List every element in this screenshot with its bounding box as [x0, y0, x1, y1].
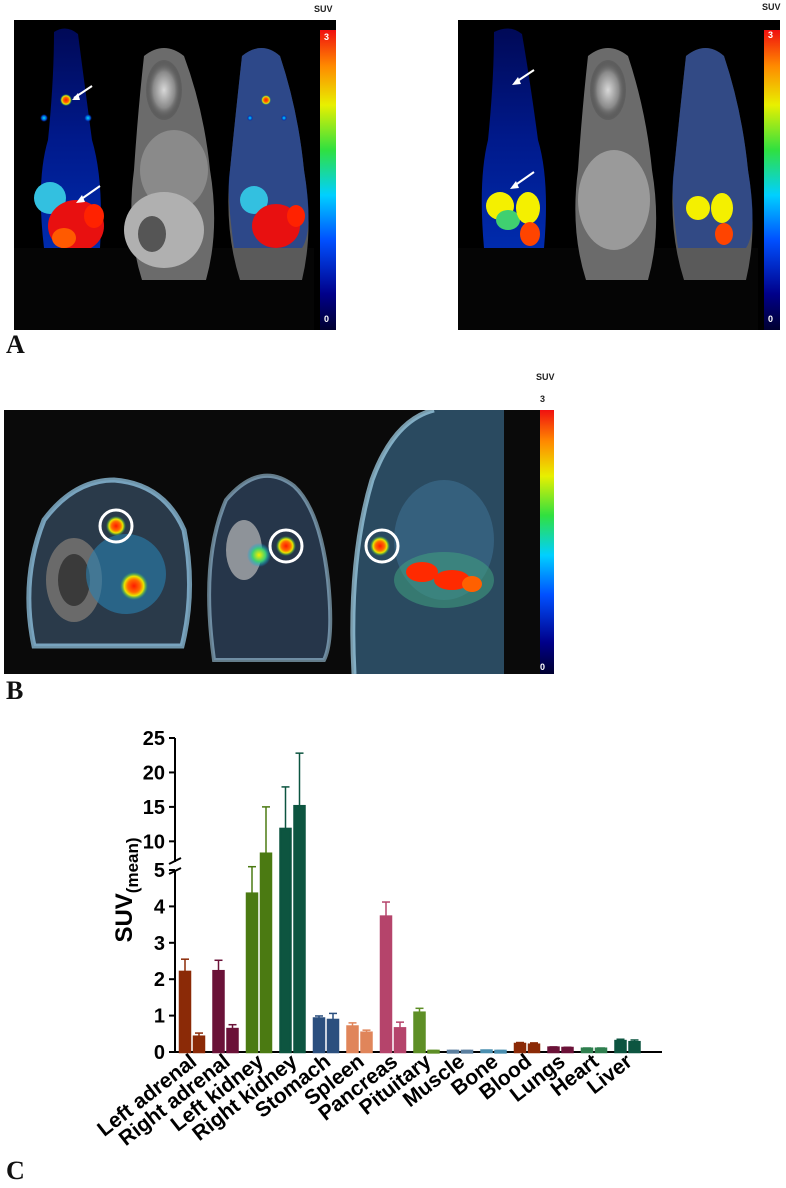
- bar-fill: [328, 1019, 338, 1052]
- bar: [212, 969, 225, 1054]
- bar-group-pancreas: [379, 901, 407, 1054]
- bar-fill: [227, 1029, 238, 1052]
- bar-fill: [596, 1048, 606, 1052]
- bar-fill: [529, 1044, 539, 1052]
- pet-mri-coronal-right: [458, 20, 780, 330]
- y-tick-label: 3: [154, 933, 165, 955]
- bar-fill: [194, 1036, 204, 1052]
- colorbar-max-label: 3: [324, 32, 330, 42]
- colorbar-max-label-b: 3: [540, 394, 546, 404]
- bar-fill: [562, 1047, 573, 1052]
- panel-a-left-image: [14, 20, 336, 330]
- bar: [279, 827, 292, 1054]
- panel-a-right-image: [458, 20, 780, 330]
- bar-group-stomach: [312, 1012, 340, 1054]
- y-tick-label: 4: [154, 896, 166, 918]
- bar-group-blood: [513, 1041, 541, 1054]
- panel-label-b: B: [6, 676, 24, 705]
- bar-group-pituitary: [413, 1007, 440, 1054]
- colorbar-min-label-b: 0: [540, 662, 546, 672]
- axis-break-mark: [168, 857, 182, 865]
- y-tick-label: 20: [143, 762, 165, 784]
- bar: [346, 1025, 359, 1054]
- y-tick-label: 0: [154, 1042, 165, 1064]
- panel-label-a: A: [6, 330, 25, 359]
- bar-fill: [261, 853, 271, 1052]
- bar-group-liver: [614, 1038, 641, 1054]
- bar-fill: [495, 1050, 506, 1053]
- panel-b-image: [4, 410, 554, 674]
- bar-group-lungs: [547, 1046, 574, 1054]
- pet-mri-coronal-left: [14, 20, 336, 330]
- colorbar-min-label: 0: [324, 314, 330, 324]
- bar-fill: [395, 1028, 405, 1052]
- y-axis-label: SUV(mean): [111, 837, 142, 942]
- colorbar-max-label-2: 3: [768, 30, 774, 40]
- bar-fill: [428, 1050, 439, 1053]
- y-tick-label: 15: [143, 797, 165, 819]
- bar-fill: [629, 1042, 640, 1052]
- bar-group-spleen: [346, 1022, 373, 1054]
- bar-group-right-adrenal: [212, 959, 239, 1054]
- colorbar-title-2: SUV: [762, 2, 781, 12]
- y-tick-label: 5: [154, 860, 165, 882]
- y-tick-label: 10: [143, 831, 165, 853]
- y-tick-label: 25: [143, 728, 165, 750]
- panel-label-c: C: [6, 1156, 25, 1185]
- bar-group-muscle: [446, 1049, 474, 1054]
- pet-mri-slices: [4, 410, 554, 674]
- y-axis-label-sub: (mean): [123, 837, 142, 893]
- bar: [245, 892, 259, 1054]
- bar-group-heart: [580, 1047, 608, 1054]
- colorbar-title: SUV: [314, 4, 333, 14]
- bar-fill: [462, 1050, 472, 1053]
- bar-group-left-adrenal: [178, 958, 206, 1054]
- bar-group-right-kidney: [279, 752, 306, 1054]
- y-tick-label: 2: [154, 969, 165, 991]
- bar-group-left-kidney: [245, 806, 273, 1054]
- y-tick-label: 1: [154, 1006, 165, 1028]
- colorbar-title-b: SUV: [536, 372, 555, 382]
- bar-group-bone: [480, 1049, 507, 1054]
- bar-fill: [294, 806, 305, 1052]
- bar-fill: [361, 1032, 372, 1052]
- colorbar-min-label-2: 0: [768, 314, 774, 324]
